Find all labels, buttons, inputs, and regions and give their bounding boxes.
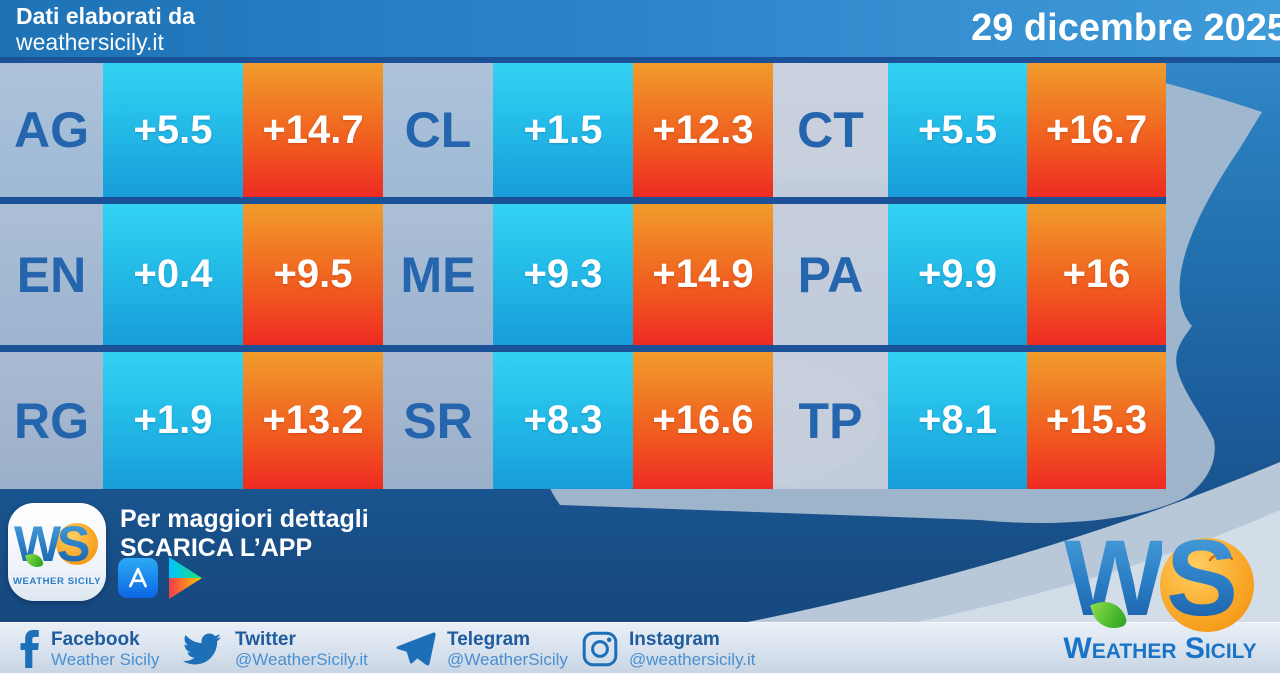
province-code: EN: [0, 204, 103, 345]
logo-letter-s: S: [57, 516, 91, 572]
province-code: TP: [773, 352, 888, 489]
promo-line1: Per maggiori dettagli: [120, 505, 369, 533]
sun-icon: [56, 523, 98, 565]
facebook-icon: [20, 630, 39, 668]
social-item-instagram[interactable]: Instagram @weathersicily.it: [582, 629, 756, 669]
min-temp-cell: +8.3: [493, 352, 633, 489]
store-badges: [118, 556, 208, 600]
twitter-icon: [183, 633, 222, 665]
min-temp-cell: +5.5: [888, 63, 1027, 197]
table-row: RG +1.9 +13.2 SR +8.3 +16.6 TP +8.1 +15.…: [0, 352, 1166, 489]
app-promo: Per maggiori dettagli SCARICA L’APP: [120, 505, 369, 563]
row-separator: [0, 197, 1166, 204]
min-temp-cell: +1.9: [103, 352, 243, 489]
social-item-facebook[interactable]: Facebook Weather Sicily: [20, 629, 159, 669]
province-code: RG: [0, 352, 103, 489]
instagram-icon: [582, 631, 618, 667]
social-handle: @weathersicily.it: [629, 650, 756, 669]
googleplay-icon[interactable]: [168, 556, 208, 600]
min-temp-cell: +9.3: [493, 204, 633, 345]
province-code: CL: [383, 63, 493, 197]
social-network-name: Facebook: [51, 629, 140, 650]
province-code: PA: [773, 204, 888, 345]
social-network-name: Twitter: [235, 629, 296, 650]
social-network-name: Instagram: [629, 629, 720, 650]
province-code: AG: [0, 63, 103, 197]
min-temp-cell: +8.1: [888, 352, 1027, 489]
table-row: EN +0.4 +9.5 ME +9.3 +14.9 PA +9.9 +16: [0, 204, 1166, 345]
social-bar: Facebook Weather Sicily Twitter @Weather…: [0, 622, 1280, 673]
logo-letter-s: S: [1166, 517, 1239, 638]
temperature-table: AG +5.5 +14.7 CL +1.5 +12.3 CT +5.5 +16.…: [0, 63, 1166, 489]
social-network-name: Telegram: [447, 629, 531, 650]
ws-app-icon: W S Weather Sicily: [8, 503, 106, 601]
ws-logo-small: W S: [14, 517, 100, 575]
social-item-twitter[interactable]: Twitter @WeatherSicily.it: [180, 629, 368, 669]
max-temp-cell: +14.7: [243, 63, 383, 197]
max-temp-cell: +14.9: [633, 204, 773, 345]
min-temp-cell: +9.9: [888, 204, 1027, 345]
max-temp-cell: +9.5: [243, 204, 383, 345]
sun-icon: [1160, 538, 1254, 632]
app-icon-brand: Weather Sicily: [12, 576, 102, 587]
row-separator: [0, 345, 1166, 352]
max-temp-cell: +16.6: [633, 352, 773, 489]
promo-line2: SCARICA L’APP: [120, 534, 313, 562]
max-temp-cell: +15.3: [1027, 352, 1166, 489]
province-code: CT: [773, 63, 888, 197]
max-temp-cell: +12.3: [633, 63, 773, 197]
ws-logo-large: W S: [1050, 517, 1270, 638]
ws-logo-wordmark: Weather Sicily: [1063, 632, 1257, 665]
min-temp-cell: +5.5: [103, 63, 243, 197]
social-handle: Weather Sicily: [51, 650, 160, 669]
telegram-icon: [396, 632, 436, 666]
max-temp-cell: +13.2: [243, 352, 383, 489]
bird-icon: [1208, 554, 1234, 562]
social-handle: @WeatherSicily: [447, 650, 568, 669]
data-credit: Dati elaborati da weathersicily.it: [16, 3, 195, 55]
max-temp-cell: +16: [1027, 204, 1166, 345]
header-bar: Dati elaborati da weathersicily.it 29 di…: [0, 0, 1280, 63]
table-row: AG +5.5 +14.7 CL +1.5 +12.3 CT +5.5 +16.…: [0, 63, 1166, 197]
credit-line2: weathersicily.it: [16, 29, 164, 55]
credit-line1: Dati elaborati da: [16, 3, 195, 29]
ws-logo: W S Weather Sicily: [1050, 517, 1270, 666]
province-code: SR: [383, 352, 493, 489]
date-label: 29 dicembre 2025: [971, 7, 1280, 49]
appstore-icon[interactable]: [118, 558, 158, 598]
min-temp-cell: +0.4: [103, 204, 243, 345]
min-temp-cell: +1.5: [493, 63, 633, 197]
social-handle: @WeatherSicily.it: [235, 650, 368, 669]
province-code: ME: [383, 204, 493, 345]
max-temp-cell: +16.7: [1027, 63, 1166, 197]
social-item-telegram[interactable]: Telegram @WeatherSicily: [396, 629, 568, 669]
